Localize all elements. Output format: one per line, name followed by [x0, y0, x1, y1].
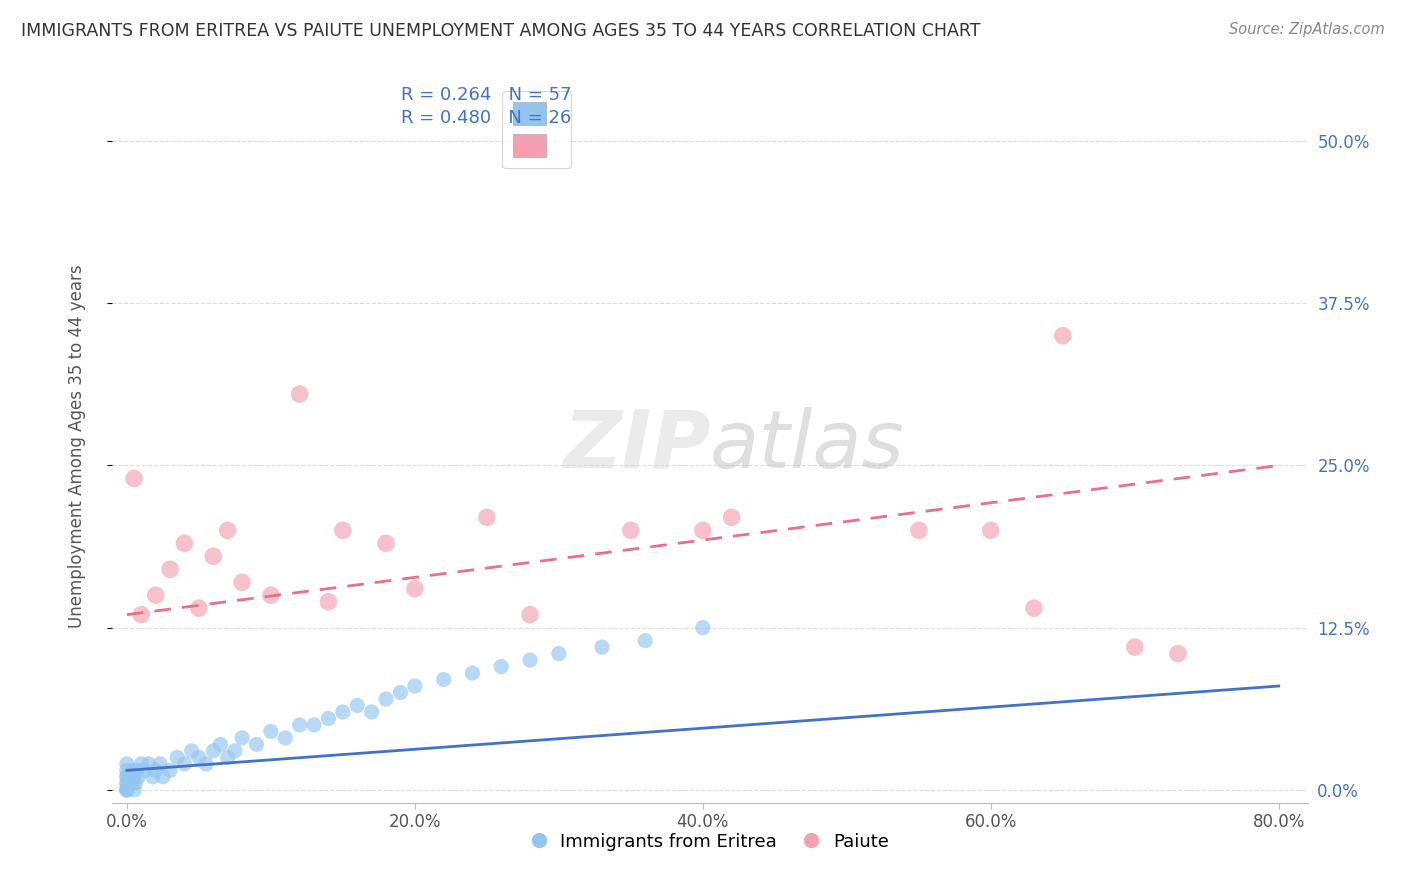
Point: [217, 750, 239, 764]
Point: [375, 692, 398, 706]
Point: [475, 510, 498, 524]
Point: [122, 770, 145, 784]
Text: IMMIGRANTS FROM ERITREA VS PAIUTE UNEMPLOYMENT AMONG AGES 35 TO 44 YEARS CORRELA: IMMIGRANTS FROM ERITREA VS PAIUTE UNEMPL…: [21, 22, 980, 40]
Point: [115, 782, 138, 797]
Point: [159, 562, 181, 576]
Point: [217, 524, 239, 538]
Text: ZIP: ZIP: [562, 407, 710, 485]
Point: [120, 776, 142, 790]
Point: [1022, 601, 1045, 615]
Point: [461, 666, 484, 681]
Point: [142, 770, 165, 784]
Point: [209, 738, 232, 752]
Point: [134, 764, 156, 778]
Point: [115, 756, 138, 771]
Point: [202, 549, 225, 564]
Point: [332, 705, 354, 719]
Point: [260, 724, 283, 739]
Point: [692, 524, 714, 538]
Point: [149, 756, 172, 771]
Point: [907, 524, 929, 538]
Point: [491, 659, 513, 673]
Point: [187, 601, 209, 615]
Point: [1123, 640, 1146, 654]
Point: [115, 764, 138, 778]
Point: [231, 575, 253, 590]
Point: [404, 582, 426, 596]
Point: [115, 770, 138, 784]
Point: [591, 640, 613, 654]
Point: [620, 524, 643, 538]
Point: [231, 731, 253, 745]
Text: R = 0.480   N = 26: R = 0.480 N = 26: [401, 109, 571, 127]
Legend: Immigrants from Eritrea, Paiute: Immigrants from Eritrea, Paiute: [524, 825, 896, 858]
Point: [202, 744, 225, 758]
Point: [1052, 328, 1074, 343]
Point: [122, 782, 145, 797]
Point: [122, 471, 145, 485]
Point: [224, 744, 246, 758]
Point: [274, 731, 297, 745]
Point: [389, 685, 412, 699]
Point: [138, 756, 160, 771]
Point: [519, 653, 541, 667]
Point: [360, 705, 382, 719]
Point: [980, 524, 1002, 538]
Point: [404, 679, 426, 693]
Point: [195, 756, 218, 771]
Point: [159, 764, 181, 778]
Point: [692, 621, 714, 635]
Point: [127, 770, 149, 784]
Point: [173, 536, 195, 550]
Point: [145, 764, 167, 778]
Point: [124, 776, 146, 790]
Point: [115, 782, 138, 797]
Point: [121, 764, 143, 778]
Point: [302, 718, 325, 732]
Point: [519, 607, 541, 622]
Point: [115, 776, 138, 790]
Point: [187, 750, 209, 764]
Y-axis label: Unemployment Among Ages 35 to 44 years: Unemployment Among Ages 35 to 44 years: [67, 264, 86, 628]
Point: [115, 770, 138, 784]
Point: [245, 738, 267, 752]
Point: [117, 776, 139, 790]
Point: [318, 711, 340, 725]
Point: [720, 510, 742, 524]
Point: [288, 718, 311, 732]
Point: [1167, 647, 1189, 661]
Point: [125, 764, 148, 778]
Point: [115, 782, 138, 797]
Point: [180, 744, 202, 758]
Point: [115, 776, 138, 790]
Point: [375, 536, 398, 550]
Text: R = 0.264   N = 57: R = 0.264 N = 57: [401, 87, 571, 104]
Text: Source: ZipAtlas.com: Source: ZipAtlas.com: [1229, 22, 1385, 37]
Point: [332, 524, 354, 538]
Point: [118, 770, 141, 784]
Point: [318, 595, 340, 609]
Point: [173, 756, 195, 771]
Point: [166, 750, 188, 764]
Point: [288, 387, 311, 401]
Point: [260, 588, 283, 602]
Point: [145, 588, 167, 602]
Point: [346, 698, 368, 713]
Point: [115, 782, 138, 797]
Point: [152, 770, 174, 784]
Text: atlas: atlas: [710, 407, 905, 485]
Point: [129, 756, 152, 771]
Point: [129, 607, 152, 622]
Point: [433, 673, 456, 687]
Point: [547, 647, 569, 661]
Point: [634, 633, 657, 648]
